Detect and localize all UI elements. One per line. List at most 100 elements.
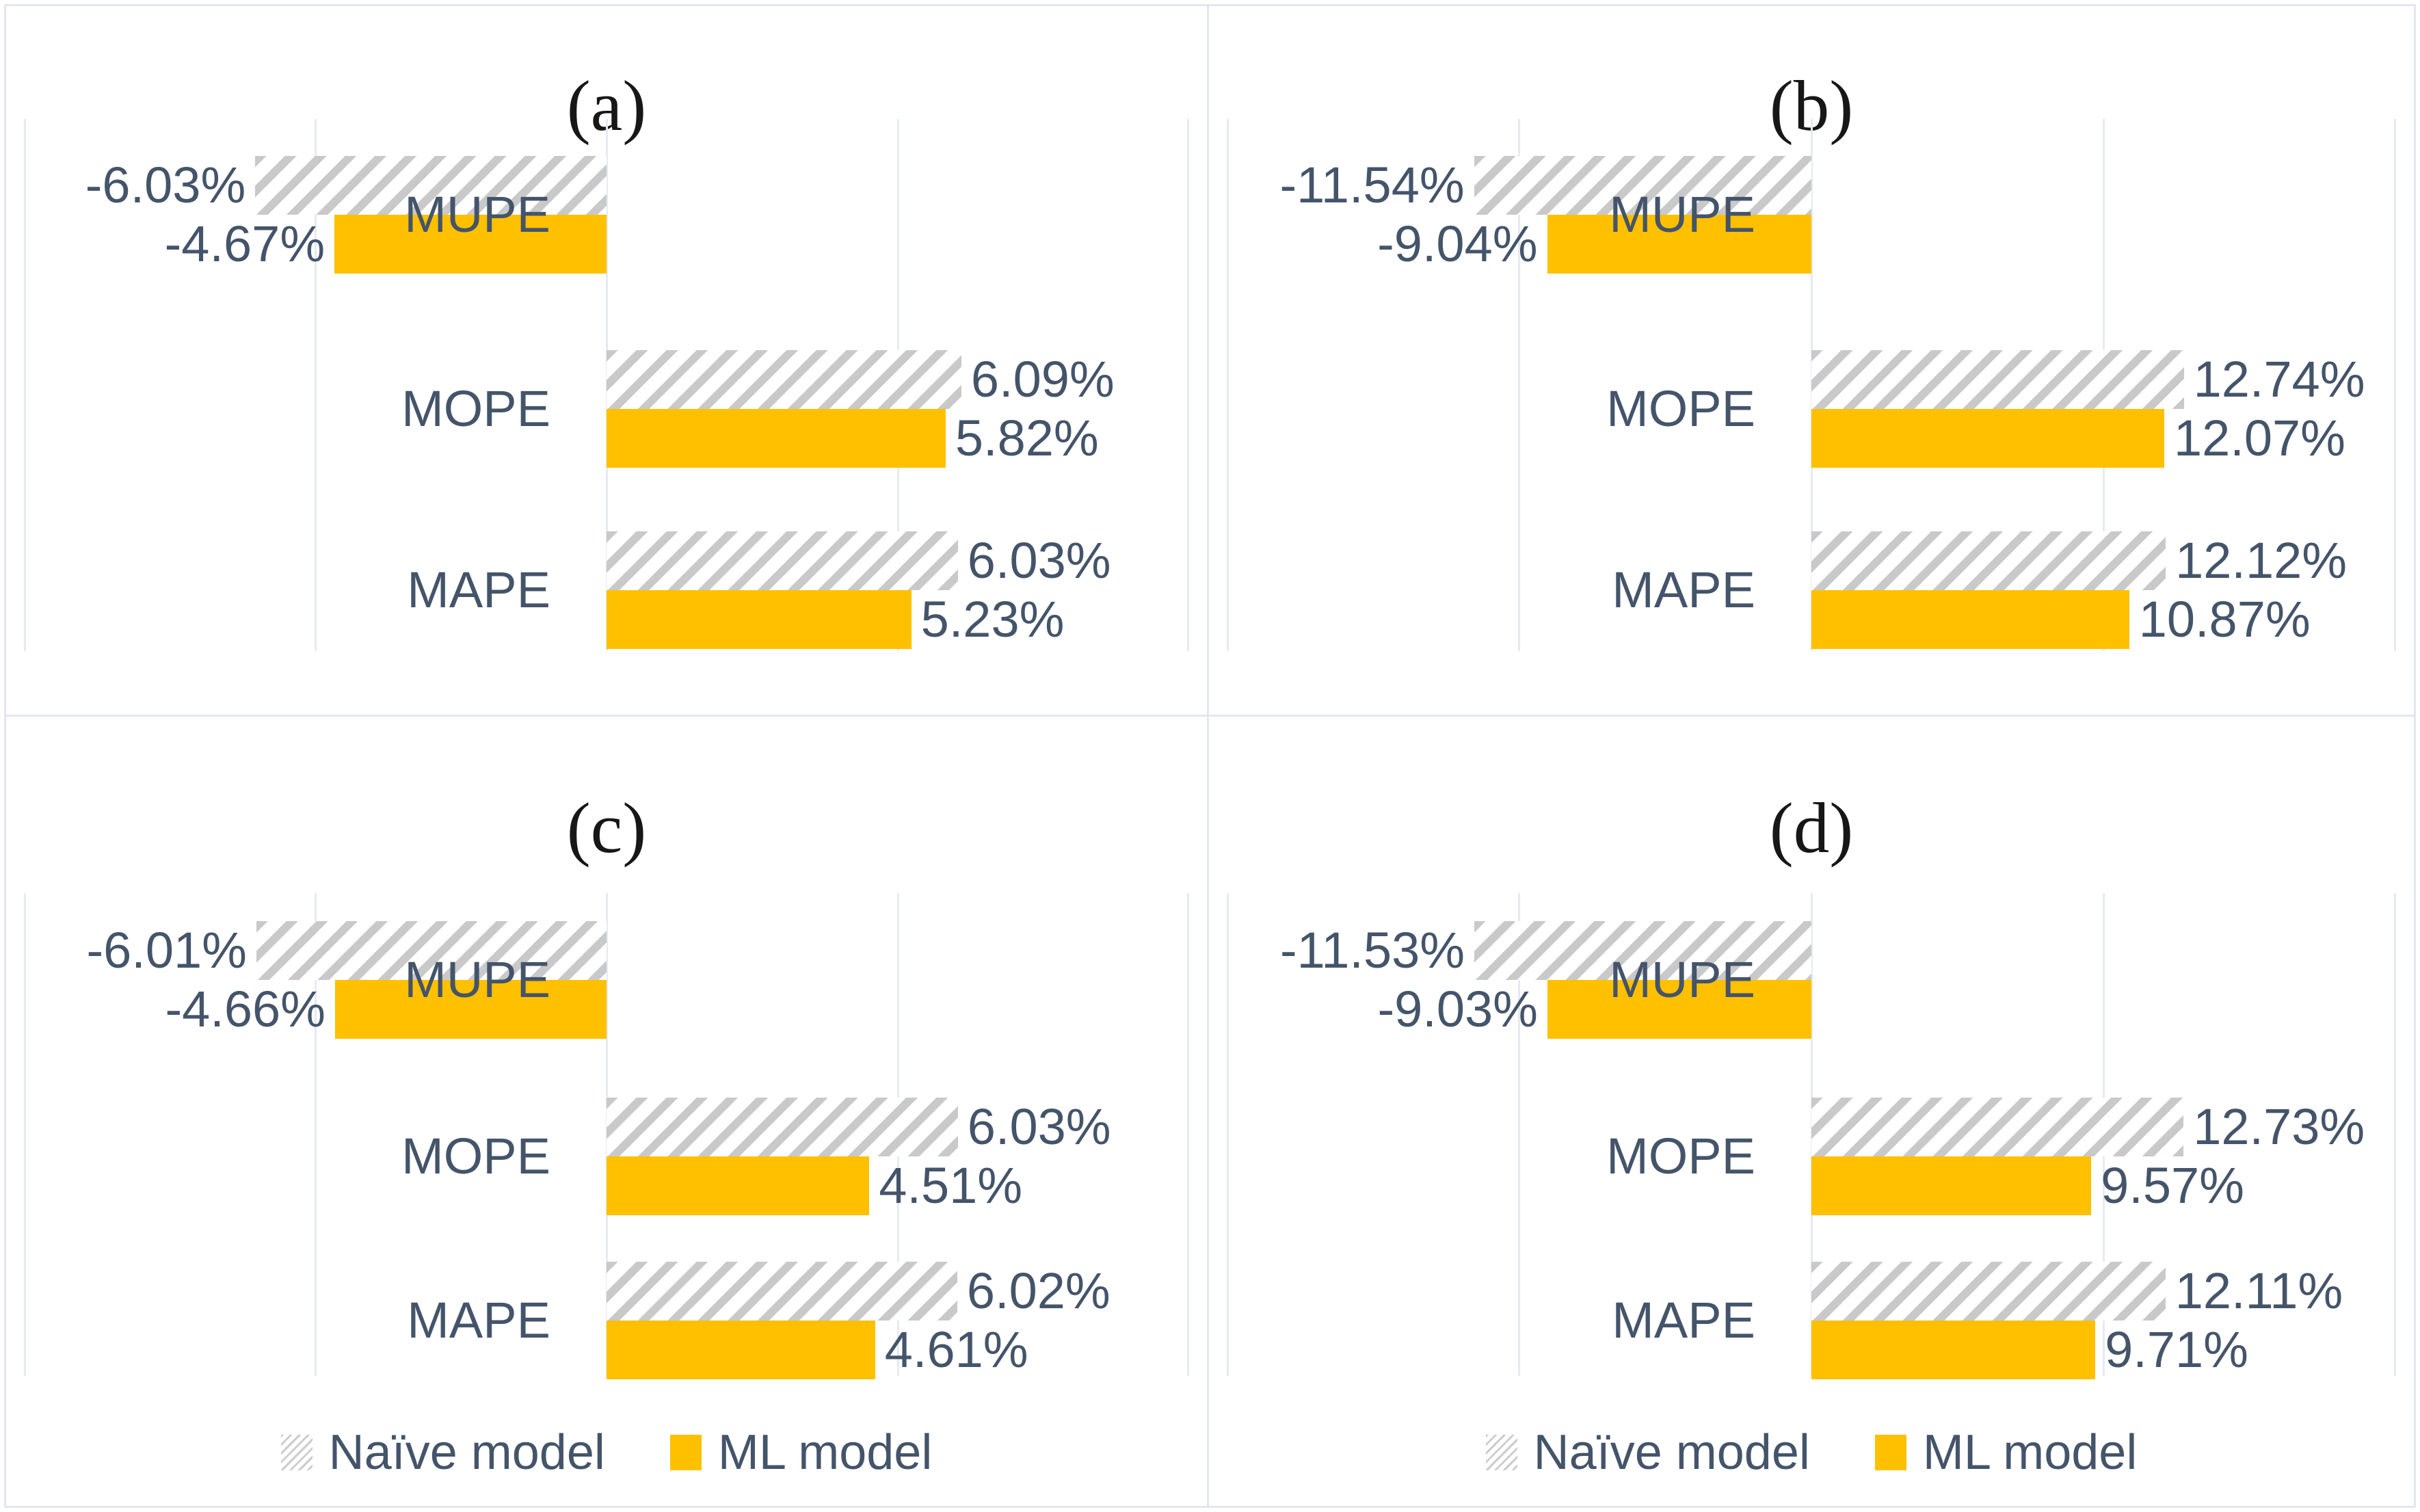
gridline (1187, 893, 1189, 1376)
category-label-mope-a: MOPE (401, 380, 550, 437)
value-label-ml-mope-c: 4.51% (879, 1156, 1023, 1214)
naive-bar-mope-b (1811, 350, 2184, 409)
category-label-mape-c: MAPE (407, 1291, 550, 1349)
naive-bar-mupe-d (1474, 921, 1811, 981)
legend-item-ml: ML model (1874, 1424, 2138, 1481)
category-label-mape-d: MAPE (1612, 1291, 1755, 1349)
naive-bar-mupe-b (1474, 156, 1811, 215)
value-label-naive-mupe-b: -11.54% (1279, 157, 1465, 214)
legend-item-naive-label: Naïve model (1533, 1425, 1810, 1480)
legend-item-naive-label: Naïve model (328, 1425, 605, 1480)
naive-bar-mape-a (607, 531, 958, 590)
value-label-naive-mape-d: 12.11% (2175, 1262, 2343, 1319)
gridline (1518, 893, 1520, 1376)
gridline (24, 893, 26, 1376)
panel-divider-horizontal (6, 715, 2414, 717)
panel-title-d: (d) (1769, 788, 1854, 868)
gridline (314, 893, 317, 1376)
value-label-naive-mupe-c: -6.01% (86, 922, 247, 979)
value-label-ml-mape-c: 4.61% (884, 1321, 1028, 1378)
panel-c: (c) -6.01% -4.66% MUPE 6.03% 4.51% MOPE 6.02% 4.… (6, 717, 1207, 1506)
gridline (1187, 119, 1189, 651)
naive-bar-mape-c (607, 1261, 957, 1321)
ml-color-swatch-icon (1874, 1435, 1906, 1470)
legend-item-naive: Naïve model (1485, 1424, 1810, 1481)
ml-bar-mupe-b (1547, 215, 1811, 274)
legend-item-ml: ML model (669, 1424, 933, 1481)
naive-bar-mupe-a (255, 156, 607, 215)
value-label-naive-mape-c: 6.02% (966, 1262, 1111, 1319)
value-label-ml-mupe-d: -9.03% (1377, 981, 1538, 1038)
figure-border: (a) -6.03% -4.67% MUPE 6.09% 5.82% MOPE 6.03% 5.… (4, 4, 2416, 1508)
value-label-naive-mope-b: 12.74% (2193, 351, 2365, 408)
ml-bar-mope-d (1811, 1156, 2092, 1215)
plot-area-d: -11.53% -9.03% MUPE 12.73% 9.57% MOPE 12.11% 9.… (1227, 893, 2396, 1379)
value-label-ml-mupe-a: -4.67% (164, 215, 325, 273)
value-label-naive-mape-a: 6.03% (967, 531, 1111, 589)
naive-hatch-swatch-icon (280, 1435, 313, 1470)
gridline (314, 119, 317, 651)
ml-bar-mupe-a (334, 215, 607, 274)
value-label-ml-mape-b: 10.87% (2138, 590, 2311, 648)
naive-hatch-swatch-icon (1485, 1435, 1517, 1470)
panel-d: (d) -11.53% -9.03% MUPE 12.73% 9.57% MOPE 12.11… (1209, 717, 2414, 1506)
legend-item-ml-label: ML model (717, 1425, 933, 1480)
gridline (2394, 893, 2396, 1376)
legend-item-ml-label: ML model (1922, 1425, 2138, 1480)
category-label-mope-d: MOPE (1606, 1127, 1755, 1184)
plot-area-c: -6.01% -4.66% MUPE 6.03% 4.51% MOPE 6.02% 4.61%… (24, 893, 1189, 1379)
ml-bar-mope-a (607, 409, 946, 468)
ml-bar-mape-a (607, 589, 912, 649)
naive-bar-mape-d (1811, 1261, 2166, 1321)
legend-c: Naïve model ML model (6, 1425, 1207, 1480)
gridline (1227, 893, 1229, 1376)
ml-bar-mape-d (1811, 1320, 2096, 1379)
panel-title-c: (c) (566, 788, 647, 868)
naive-bar-mope-c (607, 1097, 958, 1156)
panel-b: (b) -11.54% -9.04% MUPE 12.74% 12.07% MOPE 12.1… (1209, 6, 2414, 715)
category-label-mupe-d: MUPE (1609, 951, 1755, 1009)
naive-bar-mope-a (607, 350, 961, 409)
panel-a: (a) -6.03% -4.67% MUPE 6.09% 5.82% MOPE 6.03% 5.… (6, 6, 1207, 715)
value-label-naive-mupe-a: -6.03% (85, 157, 246, 214)
value-label-ml-mupe-b: -9.04% (1377, 215, 1538, 273)
legend-d: Naïve model ML model (1209, 1425, 2414, 1480)
ml-bar-mupe-d (1547, 980, 1811, 1039)
ml-bar-mape-b (1811, 589, 2129, 649)
value-label-naive-mope-d: 12.73% (2193, 1098, 2365, 1155)
plot-area-b: -11.54% -9.04% MUPE 12.74% 12.07% MOPE 12.12% 1… (1227, 119, 2396, 651)
category-label-mupe-a: MUPE (404, 186, 550, 243)
gridline (2394, 119, 2396, 651)
value-label-ml-mope-a: 5.82% (955, 410, 1099, 466)
ml-bar-mape-c (607, 1320, 875, 1379)
category-label-mape-b: MAPE (1612, 561, 1755, 618)
value-label-ml-mupe-c: -4.66% (165, 981, 325, 1038)
value-label-ml-mope-d: 9.57% (2101, 1156, 2244, 1214)
value-label-naive-mope-a: 6.09% (970, 351, 1115, 408)
category-label-mope-b: MOPE (1606, 380, 1755, 437)
ml-color-swatch-icon (669, 1435, 702, 1470)
naive-bar-mope-d (1811, 1097, 2184, 1156)
panel-divider-vertical (1207, 6, 1209, 1506)
gridline (1227, 119, 1229, 651)
plot-area-a: -6.03% -4.67% MUPE 6.09% 5.82% MOPE 6.03% 5.23%… (24, 119, 1189, 651)
value-label-ml-mope-b: 12.07% (2173, 410, 2345, 466)
category-label-mupe-b: MUPE (1609, 186, 1755, 243)
category-label-mupe-c: MUPE (404, 951, 550, 1009)
value-label-ml-mape-d: 9.71% (2105, 1321, 2248, 1378)
value-label-naive-mape-b: 12.12% (2175, 531, 2348, 589)
value-label-naive-mope-c: 6.03% (967, 1098, 1111, 1155)
value-label-naive-mupe-d: -11.53% (1279, 922, 1465, 979)
category-label-mape-a: MAPE (407, 561, 550, 618)
gridline (1518, 119, 1520, 651)
value-label-ml-mape-a: 5.23% (920, 590, 1065, 648)
category-label-mope-c: MOPE (401, 1127, 550, 1184)
gridline (24, 119, 26, 651)
naive-bar-mupe-c (256, 921, 607, 981)
ml-bar-mupe-c (334, 980, 607, 1039)
legend-item-naive: Naïve model (280, 1424, 605, 1481)
ml-bar-mope-b (1811, 409, 2164, 468)
naive-bar-mape-b (1811, 531, 2166, 590)
ml-bar-mope-c (607, 1156, 870, 1215)
